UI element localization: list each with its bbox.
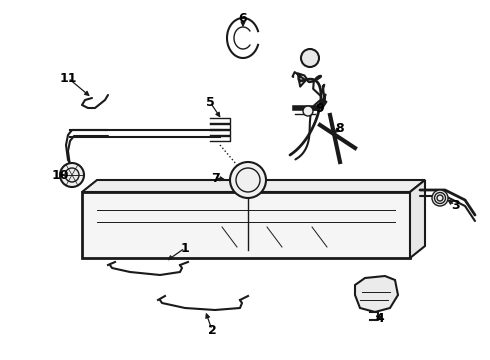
Text: 11: 11	[59, 72, 77, 85]
Circle shape	[437, 195, 443, 201]
Polygon shape	[82, 180, 425, 192]
Circle shape	[303, 106, 313, 116]
Text: 3: 3	[451, 198, 459, 212]
Circle shape	[435, 193, 445, 203]
Text: 8: 8	[336, 122, 344, 135]
Text: 6: 6	[239, 12, 247, 24]
Text: 10: 10	[51, 168, 69, 181]
Circle shape	[432, 190, 448, 206]
Text: 1: 1	[181, 242, 189, 255]
Circle shape	[230, 162, 266, 198]
Circle shape	[65, 168, 79, 182]
Text: 9: 9	[316, 102, 324, 114]
Polygon shape	[355, 276, 398, 312]
Text: 7: 7	[211, 171, 220, 185]
Text: 4: 4	[376, 311, 384, 324]
Polygon shape	[410, 180, 425, 258]
Circle shape	[60, 163, 84, 187]
Text: 2: 2	[208, 324, 217, 337]
Polygon shape	[82, 192, 410, 258]
Circle shape	[301, 49, 319, 67]
Text: 5: 5	[206, 95, 215, 108]
